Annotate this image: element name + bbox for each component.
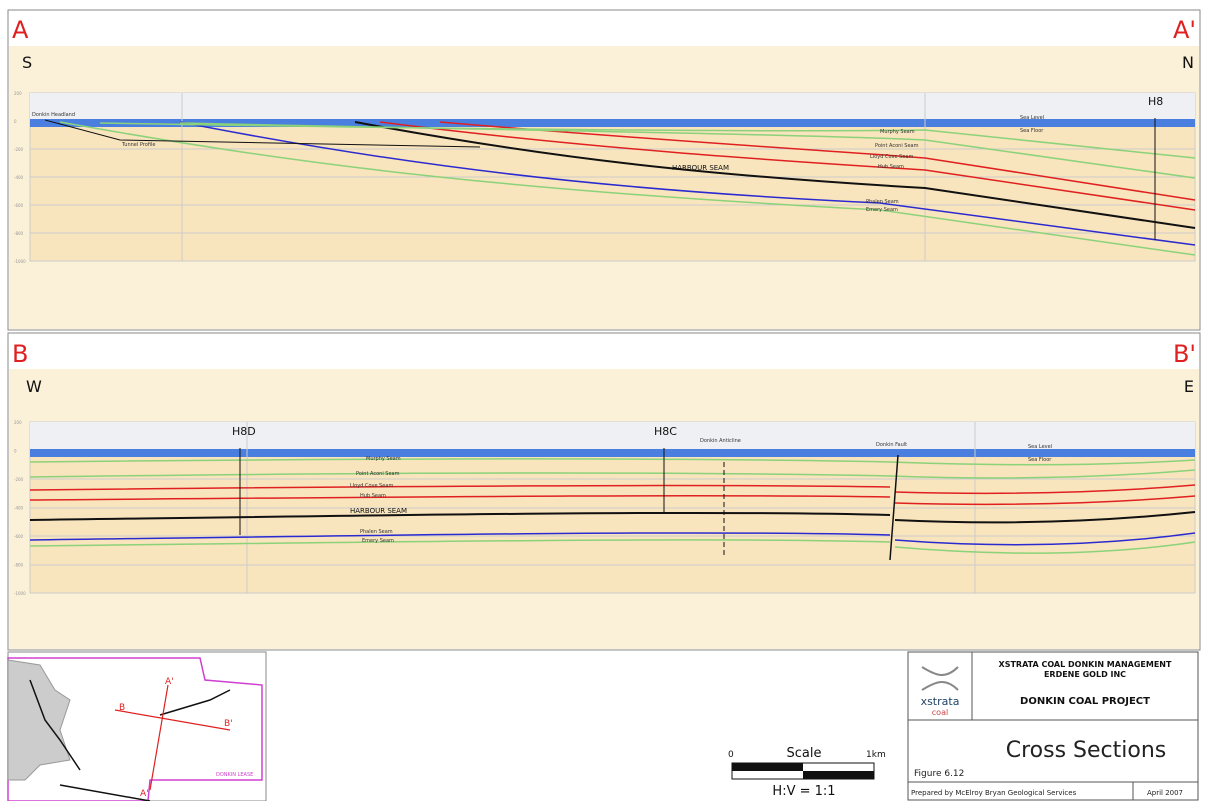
- direction: N: [1182, 53, 1194, 72]
- section-end: B': [1173, 340, 1196, 368]
- section-end: A': [1173, 16, 1196, 44]
- seam-label: Hub Seam: [878, 164, 904, 170]
- map-label: A': [140, 789, 149, 799]
- label: Donkin Fault: [876, 442, 907, 448]
- depth-label: -800: [14, 231, 24, 236]
- seam-label: Point Aconi Seam: [875, 143, 919, 149]
- scale-bar: [732, 763, 803, 771]
- section-start: B: [12, 340, 28, 368]
- prepared-by: Prepared by McElroy Bryan Geological Ser…: [911, 789, 1077, 797]
- borehole: H8: [1148, 95, 1163, 108]
- label: Sea Level: [1028, 444, 1052, 450]
- seam-label: Point Aconi Seam: [356, 471, 400, 477]
- seam-label: Emery Seam: [362, 538, 394, 544]
- depth-label: -200: [14, 477, 24, 482]
- direction: W: [26, 377, 42, 396]
- map-label: DONKIN LEASE: [216, 772, 253, 778]
- map-label: B': [224, 719, 233, 729]
- logo: xstrata: [921, 695, 960, 708]
- scale-title: Scale: [787, 746, 822, 761]
- seam-label: Hub Seam: [360, 493, 386, 499]
- depth-label: -800: [14, 563, 24, 568]
- seam-label: Murphy Seam: [880, 129, 915, 135]
- map-label: B: [119, 703, 125, 713]
- scale-bar: [803, 771, 874, 779]
- section-start: A: [12, 16, 29, 44]
- air: [30, 422, 1195, 450]
- partner: ERDENE GOLD INC: [1044, 670, 1126, 679]
- label: Sea Level: [1020, 115, 1044, 121]
- seam-label: Phalen Seam: [360, 529, 393, 535]
- map-label: A': [165, 677, 174, 687]
- figure-number: Figure 6.12: [914, 769, 964, 779]
- figure: A A' S N Donkin Headland Tunnel Profile …: [0, 0, 1206, 801]
- title: Cross Sections: [1006, 738, 1167, 763]
- label: Sea Floor: [1020, 128, 1044, 134]
- label: HARBOUR SEAM: [672, 164, 729, 172]
- depth-label: 200: [14, 91, 22, 96]
- depth-label: -1000: [14, 259, 26, 264]
- depth-label: -1000: [14, 591, 26, 596]
- company: XSTRATA COAL DONKIN MANAGEMENT: [999, 660, 1172, 669]
- depth-label: -400: [14, 175, 24, 180]
- depth-label: -400: [14, 506, 24, 511]
- scale-ratio: H:V = 1:1: [772, 784, 835, 799]
- sea: [30, 449, 1195, 457]
- depth-label: 200: [14, 420, 22, 425]
- scale-label: 1km: [866, 750, 886, 760]
- borehole: H8C: [654, 425, 677, 438]
- seam-label: Murphy Seam: [366, 456, 401, 462]
- seam-label: Phalen Seam: [866, 199, 899, 205]
- logo-sub: coal: [932, 708, 948, 717]
- label: Donkin Anticline: [700, 438, 741, 444]
- borehole: H8D: [232, 425, 256, 438]
- depth-label: -600: [14, 203, 24, 208]
- label: HARBOUR SEAM: [350, 507, 407, 515]
- seam-label: Lloyd Cove Seam: [870, 154, 913, 160]
- date: April 2007: [1147, 789, 1183, 797]
- seam-label: Lloyd Cove Seam: [350, 483, 393, 489]
- scale-label: 0: [728, 750, 734, 760]
- label: Sea Floor: [1028, 457, 1052, 463]
- depth-label: -600: [14, 534, 24, 539]
- label: Donkin Headland: [32, 112, 75, 118]
- label: Tunnel Profile: [121, 142, 155, 148]
- direction: E: [1184, 377, 1194, 396]
- project: DONKIN COAL PROJECT: [1020, 696, 1150, 707]
- seam-label: Emery Seam: [866, 207, 898, 213]
- direction: S: [22, 53, 32, 72]
- depth-label: -200: [14, 147, 24, 152]
